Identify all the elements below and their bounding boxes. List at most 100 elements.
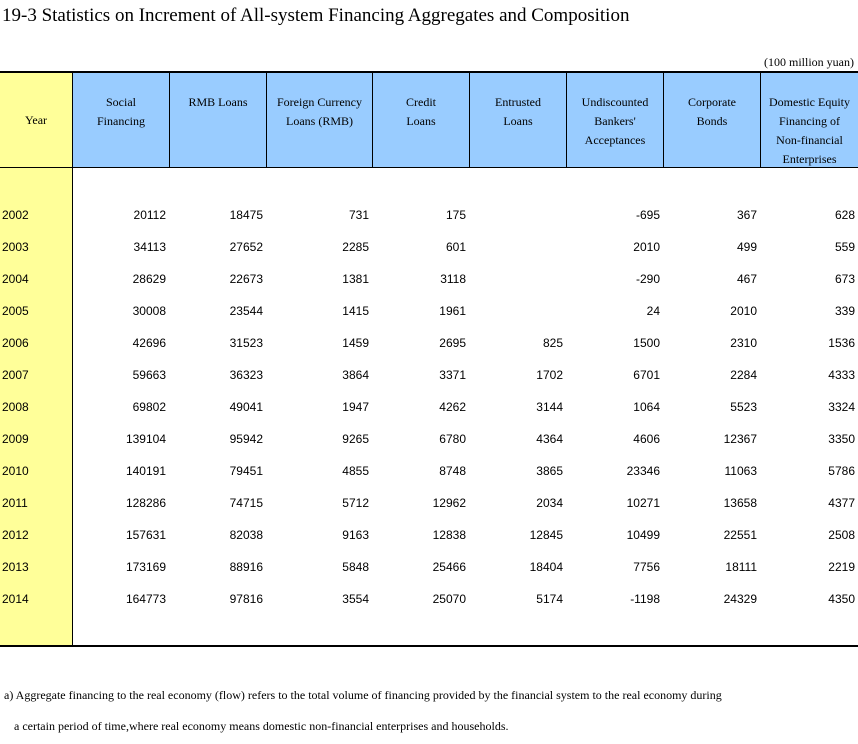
header-text: Financing bbox=[97, 114, 145, 128]
foreign-currency-cell: 9163 bbox=[342, 528, 369, 542]
foreign-currency-cell: 5712 bbox=[342, 496, 369, 510]
entrusted-loans-cell: 1702 bbox=[536, 368, 563, 382]
header-text: Financing of bbox=[779, 114, 840, 128]
header-text: Bonds bbox=[696, 114, 728, 128]
header-text: Undiscounted bbox=[581, 95, 649, 109]
year-cell: 2005 bbox=[2, 304, 29, 318]
header-bottom-rule bbox=[0, 167, 858, 168]
undiscounted-cell: 1500 bbox=[633, 336, 660, 350]
table-row: 2006 42696 31523 1459 2695 825 1500 2310 1536 bbox=[0, 327, 858, 359]
credit-loans-cell: 8748 bbox=[439, 464, 466, 478]
social-financing-cell: 164773 bbox=[125, 592, 166, 606]
rmb-loans-cell: 18475 bbox=[229, 208, 263, 222]
rmb-loans-cell: 88916 bbox=[229, 560, 263, 574]
domestic-equity-cell: 339 bbox=[834, 304, 855, 318]
credit-loans-cell: 2695 bbox=[439, 336, 466, 350]
domestic-equity-cell: 3350 bbox=[828, 432, 855, 446]
credit-loans-cell: 12962 bbox=[432, 496, 466, 510]
header-text: Enterprises bbox=[782, 152, 837, 166]
rmb-loans-cell: 31523 bbox=[229, 336, 263, 350]
foreign-currency-cell: 4855 bbox=[342, 464, 369, 478]
table-row: 2010 140191 79451 4855 8748 3865 23346 11063 578… bbox=[0, 455, 858, 487]
foreign-currency-cell: 1415 bbox=[342, 304, 369, 318]
header-text: Non-financial bbox=[776, 133, 843, 147]
year-cell: 2013 bbox=[2, 560, 29, 574]
year-cell: 2012 bbox=[2, 528, 29, 542]
header-corporate-bonds: Corporate Bonds bbox=[664, 73, 760, 168]
table-row: 2012 157631 82038 9163 12838 12845 10499 22551 2… bbox=[0, 519, 858, 551]
foreign-currency-cell: 3864 bbox=[342, 368, 369, 382]
undiscounted-cell: 24 bbox=[646, 304, 660, 318]
corporate-bonds-cell: 22551 bbox=[723, 528, 757, 542]
header-separator bbox=[266, 73, 267, 168]
header-entrusted-loans: Entrusted Loans bbox=[470, 73, 566, 168]
social-financing-cell: 69802 bbox=[132, 400, 166, 414]
corporate-bonds-cell: 11063 bbox=[724, 464, 757, 478]
corporate-bonds-cell: 2010 bbox=[730, 304, 757, 318]
undiscounted-cell: -695 bbox=[635, 208, 660, 222]
social-financing-cell: 139104 bbox=[125, 432, 166, 446]
entrusted-loans-cell: 3865 bbox=[536, 464, 563, 478]
credit-loans-cell: 175 bbox=[445, 208, 466, 222]
entrusted-loans-cell: 2034 bbox=[536, 496, 563, 510]
undiscounted-cell: 10271 bbox=[626, 496, 660, 510]
rmb-loans-cell: 95942 bbox=[229, 432, 263, 446]
domestic-equity-cell: 1536 bbox=[828, 336, 855, 350]
table-row: 2011 128286 74715 5712 12962 2034 10271 13658 43… bbox=[0, 487, 858, 519]
header-foreign-currency-loans: Foreign Currency Loans (RMB) bbox=[267, 73, 372, 168]
rmb-loans-cell: 82038 bbox=[229, 528, 263, 542]
year-column-band bbox=[0, 73, 73, 646]
header-year: Year bbox=[24, 113, 48, 127]
header-social-financing: Social Financing bbox=[73, 73, 169, 168]
entrusted-loans-cell: 4364 bbox=[536, 432, 563, 446]
table-row: 2003 34113 27652 2285 601 2010 499 559 bbox=[0, 231, 858, 263]
table-row: 2002 20112 18475 731 175 -695 367 628 bbox=[0, 199, 858, 231]
domestic-equity-cell: 673 bbox=[834, 272, 855, 286]
entrusted-loans-cell: 18404 bbox=[529, 560, 563, 574]
social-financing-cell: 34113 bbox=[133, 240, 166, 254]
rmb-loans-cell: 97816 bbox=[229, 592, 263, 606]
page-title: 19-3 Statistics on Increment of All-syst… bbox=[2, 5, 630, 26]
header-separator bbox=[169, 73, 170, 168]
foreign-currency-cell: 1459 bbox=[342, 336, 369, 350]
social-financing-cell: 59663 bbox=[132, 368, 166, 382]
domestic-equity-cell: 4350 bbox=[828, 592, 855, 606]
foreign-currency-cell: 1947 bbox=[342, 400, 369, 414]
domestic-equity-cell: 559 bbox=[834, 240, 855, 254]
social-financing-cell: 20112 bbox=[133, 208, 166, 222]
header-text: Domestic Equity bbox=[769, 95, 850, 109]
rmb-loans-cell: 22673 bbox=[229, 272, 263, 286]
credit-loans-cell: 3371 bbox=[439, 368, 466, 382]
corporate-bonds-cell: 499 bbox=[736, 240, 757, 254]
year-cell: 2002 bbox=[2, 208, 29, 222]
header-text: Acceptances bbox=[584, 133, 646, 147]
corporate-bonds-cell: 12367 bbox=[723, 432, 757, 446]
social-financing-cell: 157631 bbox=[125, 528, 166, 542]
header-text: RMB Loans bbox=[188, 95, 248, 109]
header-text: Corporate bbox=[688, 95, 736, 109]
social-financing-cell: 28629 bbox=[132, 272, 166, 286]
table-row: 2014 164773 97816 3554 25070 5174 -1198 24329 43… bbox=[0, 583, 858, 615]
corporate-bonds-cell: 24329 bbox=[723, 592, 757, 606]
social-financing-cell: 128286 bbox=[125, 496, 166, 510]
corporate-bonds-cell: 2284 bbox=[730, 368, 757, 382]
rmb-loans-cell: 79451 bbox=[229, 464, 263, 478]
footnote-line-1: a) Aggregate financing to the real econo… bbox=[4, 688, 722, 702]
year-cell: 2003 bbox=[2, 240, 29, 254]
header-text: Credit bbox=[406, 95, 436, 109]
domestic-equity-cell: 2508 bbox=[828, 528, 855, 542]
domestic-equity-cell: 4377 bbox=[828, 496, 855, 510]
foreign-currency-cell: 3554 bbox=[342, 592, 369, 606]
undiscounted-cell: 6701 bbox=[633, 368, 660, 382]
rmb-loans-cell: 49041 bbox=[229, 400, 263, 414]
corporate-bonds-cell: 13658 bbox=[723, 496, 757, 510]
year-cell: 2014 bbox=[2, 592, 29, 606]
header-credit-loans: Credit Loans bbox=[373, 73, 469, 168]
table-top-rule bbox=[0, 71, 858, 73]
header-band bbox=[73, 73, 858, 168]
year-cell: 2007 bbox=[2, 368, 29, 382]
domestic-equity-cell: 2219 bbox=[828, 560, 855, 574]
foreign-currency-cell: 9265 bbox=[342, 432, 369, 446]
entrusted-loans-cell: 5174 bbox=[536, 592, 563, 606]
header-separator bbox=[372, 73, 373, 168]
